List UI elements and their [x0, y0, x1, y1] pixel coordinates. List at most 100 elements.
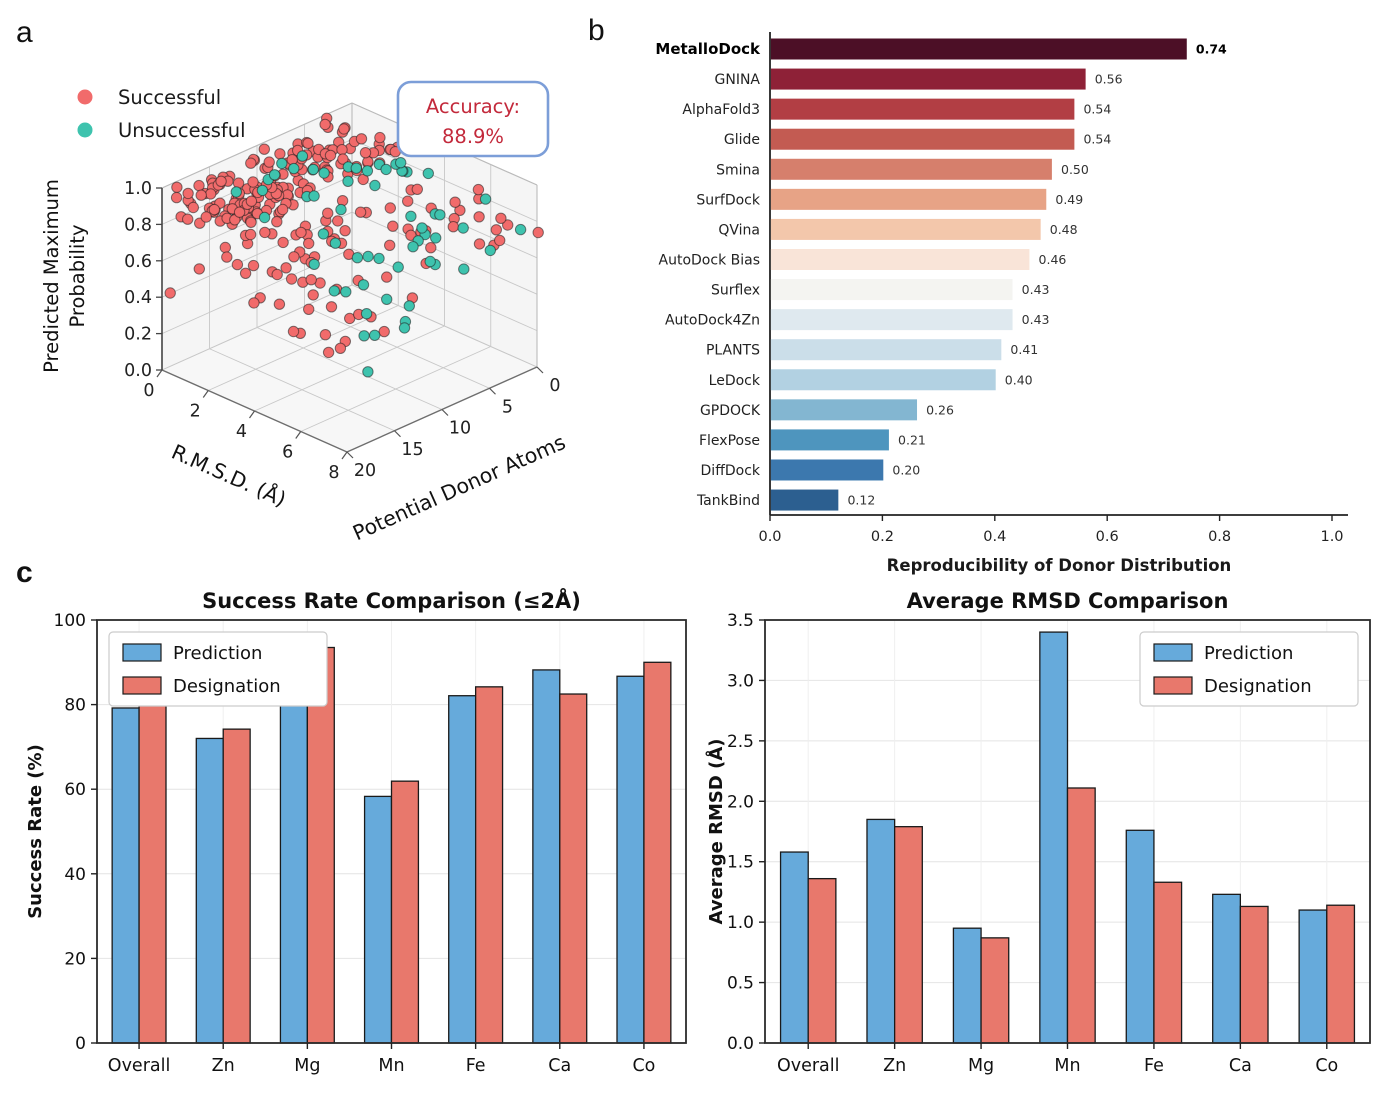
bar-prediction-ca [532, 669, 561, 1044]
scatter-point [447, 221, 459, 233]
scatter-point [195, 189, 207, 201]
bar-value-label: 0.40 [1005, 372, 1033, 387]
bar-designation-mg [306, 646, 335, 1044]
scatter-point [248, 297, 260, 309]
bar-value-label: 0.12 [847, 493, 875, 508]
bar-designation-mn [1066, 787, 1096, 1044]
scatter-point [328, 285, 340, 297]
grid-line [161, 211, 353, 298]
bar-prediction-overall [111, 707, 140, 1044]
bar-prediction-ca [1212, 893, 1242, 1044]
x-tick-label: 6 [282, 443, 293, 463]
z-tick-label: 0.6 [124, 252, 152, 272]
legend-box [1139, 631, 1359, 707]
scatter-point [380, 163, 392, 176]
scatter-point [332, 215, 344, 227]
x-tick [341, 451, 348, 460]
scatter-point [245, 216, 257, 229]
bar-category-label: TankBind [696, 493, 760, 509]
scatter-point [430, 232, 442, 244]
legend-patch-designation [1153, 676, 1193, 695]
scatter-point [273, 298, 286, 310]
y-tick [489, 387, 496, 395]
success-rate-bar-chart: 0 20 40 60 80 100 Overall Zn Mg Mn Fe Ca Co Success R… [25, 588, 687, 1076]
chart-title: Success Rate Comparison (≤2Å) [202, 588, 581, 613]
legend-box [108, 631, 328, 707]
bar-value-label: 0.48 [1050, 222, 1078, 237]
bar-category-label: QVina [718, 222, 760, 238]
y-tick-label: 1.0 [727, 913, 754, 933]
x-tick-label: 0 [143, 381, 154, 401]
x-category-label: Mn [378, 1056, 404, 1076]
legend-patch-prediction [122, 643, 162, 662]
scatter-point [342, 175, 354, 188]
scatter-point [239, 267, 252, 280]
grid-line [209, 348, 395, 432]
scatter-point [381, 271, 393, 283]
scatter-point [514, 223, 527, 236]
scatter-point [479, 193, 492, 205]
scatter-point [324, 149, 337, 162]
scatter-point [247, 176, 259, 188]
bar-autodock-bias [770, 248, 1030, 270]
scatter-point [335, 203, 347, 216]
bar-plants [770, 339, 1002, 361]
scatter-point [473, 211, 485, 223]
y-tick [441, 409, 449, 416]
scatter-point [405, 210, 417, 223]
scatter-point [402, 195, 414, 207]
y-tick-label: 3.0 [727, 671, 754, 691]
bar-diffdock [770, 459, 884, 481]
scatter-point [434, 209, 446, 221]
scatter-point [308, 258, 320, 271]
y-tick-label: 10 [449, 419, 471, 439]
scatter-point [271, 216, 283, 228]
scatter-point [302, 137, 314, 150]
bar-value-label: 0.21 [898, 432, 926, 447]
bar-value-label: 0.43 [1022, 282, 1050, 297]
scatter-point [490, 224, 502, 236]
chart-title: Average RMSD Comparison [907, 589, 1229, 613]
scatter-point [322, 207, 334, 219]
scatter-point [458, 263, 470, 275]
bar-category-label: DiffDock [701, 463, 761, 479]
bar-category-label: PLANTS [706, 343, 760, 359]
x-tick-label: 0.6 [1096, 529, 1119, 545]
x-tick [249, 410, 255, 419]
x-category-label: Ca [548, 1056, 571, 1076]
y-tick-label: 20 [64, 949, 86, 969]
x-category-label: Zn [883, 1056, 906, 1076]
bar-category-label: AlphaFold3 [682, 102, 760, 118]
panel-label-c: c [16, 556, 33, 589]
y-tick-label: 5 [502, 397, 513, 417]
x-category-label: Overall [108, 1056, 171, 1076]
scatter-point [337, 153, 349, 165]
bar-prediction-fe [1125, 829, 1155, 1044]
z-axis-title-line1: Predicted Maximum [40, 179, 63, 373]
y-tick-label: 100 [54, 611, 86, 631]
z-tick-label: 0.8 [124, 215, 152, 235]
scatter-point [422, 167, 434, 180]
scatter-point [407, 241, 419, 253]
scatter-point [277, 203, 289, 216]
scatter-point [502, 219, 514, 231]
bar-designation-mg [980, 937, 1010, 1044]
bar-category-label: FlexPose [699, 433, 760, 449]
bar-prediction-co [1298, 909, 1328, 1044]
bar-category-label: SurfDock [696, 192, 760, 208]
scatter-point [484, 244, 496, 257]
scatter-point [258, 143, 270, 155]
bar-designation-ca [559, 693, 588, 1044]
scatter-point [200, 211, 212, 223]
y-tick-label: 1.5 [727, 853, 754, 873]
bar-value-label: 0.20 [892, 462, 920, 477]
scatter-point [296, 150, 309, 162]
scatter-point [164, 287, 176, 299]
bar-autodock4zn [770, 309, 1013, 331]
scatter-point [259, 226, 271, 239]
scatter-point [387, 220, 399, 232]
x-category-label: Fe [466, 1056, 486, 1076]
bar-tankbind [770, 489, 839, 511]
y-tick [346, 451, 354, 459]
scatter-point [334, 342, 347, 354]
